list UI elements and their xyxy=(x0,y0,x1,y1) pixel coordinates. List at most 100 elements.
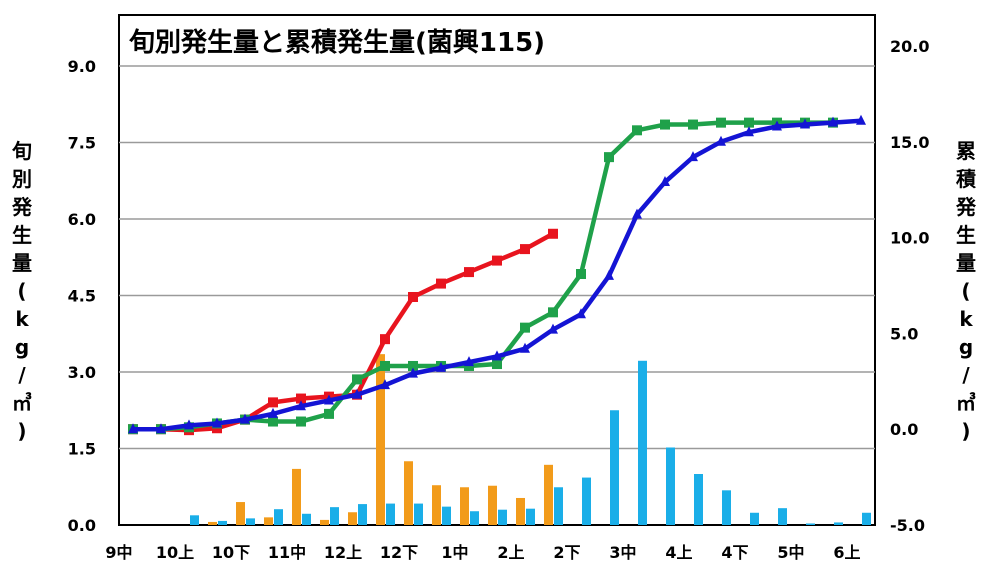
bar-mark xyxy=(862,512,871,525)
bar-mark xyxy=(404,461,413,525)
bar-mark xyxy=(722,490,731,525)
axis-label-char: ) xyxy=(17,419,26,443)
line-point xyxy=(604,269,614,280)
axis-label-char: / xyxy=(962,363,970,387)
line-point xyxy=(436,361,446,372)
bar-mark xyxy=(358,504,367,525)
line-point xyxy=(520,342,530,353)
y-left-tick-label: 6.0 xyxy=(68,210,96,229)
x-tick-label: 5中 xyxy=(777,543,804,562)
line-point xyxy=(380,360,390,371)
line-point xyxy=(492,359,502,370)
y-left-tick-label: 0.0 xyxy=(68,516,96,535)
bar-mark xyxy=(236,502,245,525)
bar-mark xyxy=(582,477,591,525)
line-point xyxy=(716,135,726,146)
bar-mark xyxy=(666,447,675,525)
bar-mark xyxy=(218,520,227,525)
left-axis-ticks: 0.0 1.5 3.0 4.5 6.0 7.5 9.0 xyxy=(68,57,96,535)
line-point xyxy=(576,269,586,280)
y-right-tick-label: 10.0 xyxy=(890,229,929,248)
line-layer xyxy=(128,114,866,436)
bar-mark xyxy=(292,468,301,525)
gridlines xyxy=(119,65,875,450)
line-point xyxy=(212,417,222,428)
axis-label-char: 生 xyxy=(12,223,32,247)
bar-mark xyxy=(442,506,451,525)
line-point xyxy=(520,244,530,255)
line-point xyxy=(632,208,642,219)
axis-label-char: 積 xyxy=(956,167,977,191)
bar-mark xyxy=(246,518,255,525)
bar-mark xyxy=(302,513,311,525)
axis-label-char: ( xyxy=(961,279,970,303)
bar-mark xyxy=(208,521,217,525)
bar-mark xyxy=(470,511,479,525)
line-point xyxy=(772,120,782,131)
bar-mark xyxy=(432,485,441,525)
axis-label-char: ( xyxy=(17,279,26,303)
axis-label-char: 旬 xyxy=(11,139,32,163)
right-axis-label: 累積発生量 (kg / ㎥) xyxy=(955,139,977,443)
line-point xyxy=(296,416,306,427)
x-tick-label: 9中 xyxy=(105,543,132,562)
line-point xyxy=(828,116,838,127)
line-point xyxy=(576,308,586,319)
line-point xyxy=(464,267,474,278)
line-point xyxy=(800,118,810,129)
bar-mark xyxy=(610,410,619,525)
bar-mark xyxy=(526,508,535,525)
x-tick-label: 4下 xyxy=(721,543,748,562)
y-left-tick-label: 1.5 xyxy=(68,440,96,459)
line-point xyxy=(352,374,362,385)
line-point xyxy=(380,334,390,345)
y-right-tick-label: 0.0 xyxy=(890,420,918,439)
axis-label-char: 発 xyxy=(955,195,977,219)
line-point xyxy=(548,323,558,334)
line-point xyxy=(660,176,670,187)
y-right-tick-label: 15.0 xyxy=(890,133,929,152)
bar-mark xyxy=(750,512,759,525)
axis-label-char: / xyxy=(18,363,26,387)
line-point xyxy=(604,152,614,163)
left-axis-label: 旬別発生量 (kg / ㎥) xyxy=(11,139,33,443)
line-point xyxy=(296,393,306,404)
line-point xyxy=(856,114,866,125)
bar-mark xyxy=(516,497,525,525)
line-point xyxy=(240,413,250,424)
bar-mark xyxy=(778,508,787,525)
line-point xyxy=(688,119,698,130)
bar-mark xyxy=(386,503,395,525)
line-point xyxy=(744,117,754,128)
title-box xyxy=(121,17,651,63)
line-point xyxy=(408,360,418,371)
line-point xyxy=(268,416,278,427)
bar-mark xyxy=(190,515,199,525)
right-axis-ticks: -5.0 0.0 5.0 10.0 15.0 20.0 xyxy=(890,37,929,535)
line-point xyxy=(716,117,726,128)
x-tick-label: 10下 xyxy=(212,543,250,562)
y-left-tick-label: 3.0 xyxy=(68,363,96,382)
axis-label-char: g xyxy=(15,335,29,359)
axis-label-char: ㎥ xyxy=(956,391,976,415)
axis-label-char: k xyxy=(959,307,973,331)
bar-mark xyxy=(488,485,497,525)
series-line xyxy=(133,231,555,433)
line-point xyxy=(520,322,530,333)
axis-label-char: 生 xyxy=(956,223,976,247)
x-tick-label: 12上 xyxy=(324,543,362,562)
bar-layer xyxy=(190,354,871,525)
line-point xyxy=(184,419,194,430)
chart-title: 旬別発生量と累積発生量(菌興115) xyxy=(129,28,545,58)
axis-label-char: k xyxy=(15,307,29,331)
line-point xyxy=(632,125,642,136)
bar-mark xyxy=(348,512,357,525)
bar-mark xyxy=(330,507,339,525)
y-left-tick-label: 4.5 xyxy=(68,287,96,306)
line-point xyxy=(408,367,418,378)
x-tick-label: 6上 xyxy=(833,543,860,562)
line-point xyxy=(268,407,278,418)
axis-label-char: 量 xyxy=(956,251,976,275)
axis-label-char: g xyxy=(959,335,973,359)
y-left-tick-label: 9.0 xyxy=(68,57,96,76)
